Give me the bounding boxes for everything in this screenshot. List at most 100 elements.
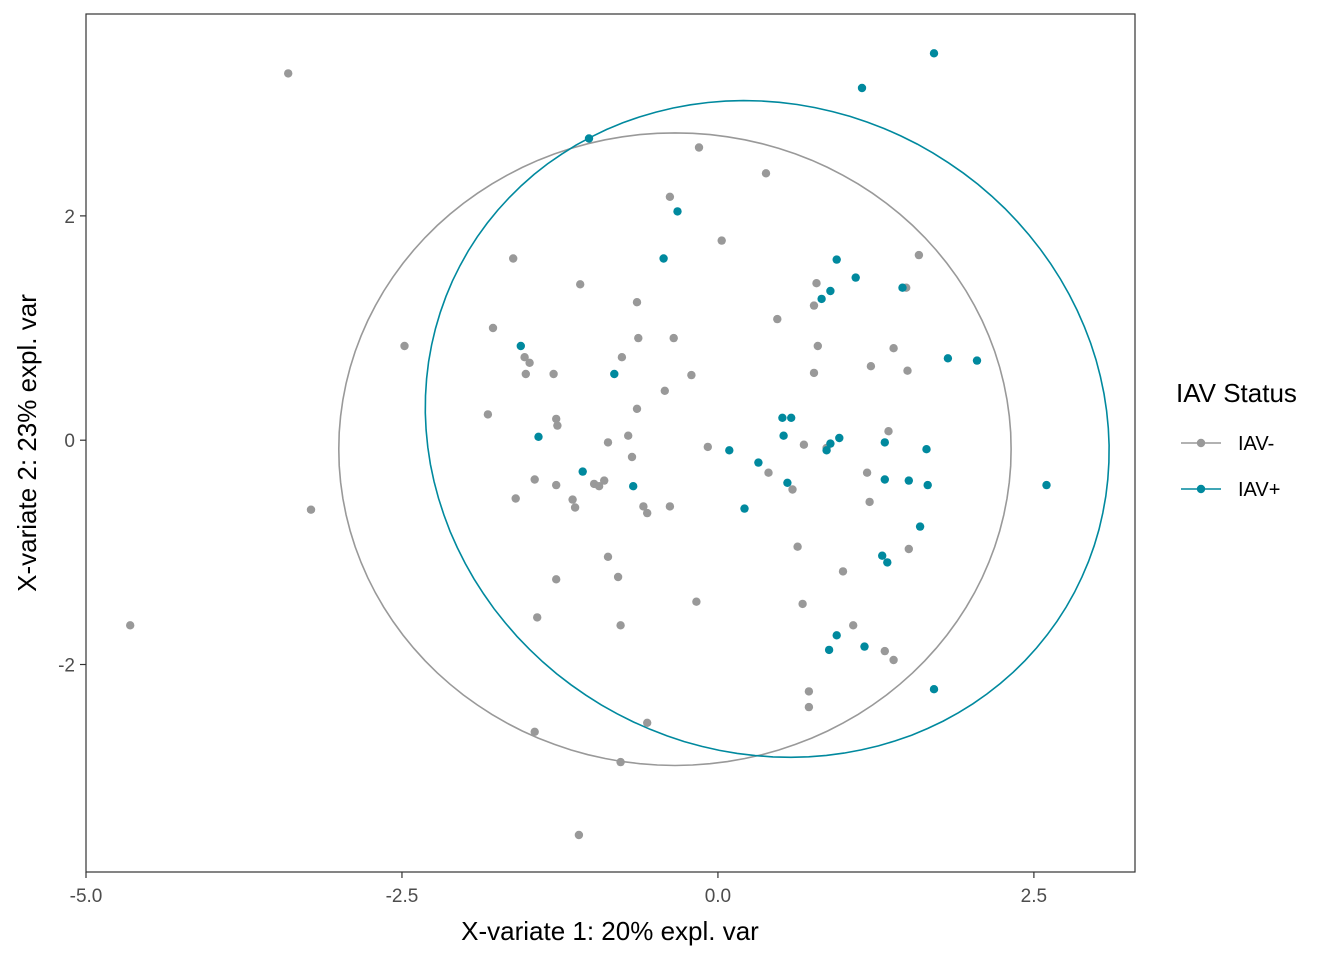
- data-point-iav-neg: [488, 323, 498, 333]
- data-point-iav-neg: [634, 333, 643, 343]
- y-axis: -2 0 2: [58, 207, 86, 677]
- data-point-iav-neg: [594, 482, 604, 491]
- data-point-iav-neg: [773, 314, 782, 324]
- data-point-iav-neg: [660, 386, 669, 395]
- data-point-iav-pos: [929, 49, 939, 58]
- data-point-iav-neg: [530, 727, 539, 736]
- data-point-iav-pos: [822, 446, 831, 455]
- data-point-iav-neg: [788, 485, 797, 494]
- data-point-iav-neg: [632, 298, 642, 307]
- data-point-iav-neg: [694, 143, 704, 152]
- data-point-iav-neg: [530, 475, 539, 484]
- x-tick-label: -5.0: [70, 886, 103, 907]
- data-point-iav-neg: [483, 410, 493, 419]
- data-point-iav-neg: [520, 353, 529, 362]
- confidence-ellipses: [337, 99, 1110, 767]
- data-point-iav-neg: [717, 236, 726, 245]
- data-point-iav-neg: [809, 301, 819, 310]
- data-point-iav-neg: [574, 830, 584, 840]
- data-point-iav-neg: [616, 757, 625, 767]
- data-point-iav-pos: [880, 475, 889, 484]
- data-point-iav-neg: [880, 646, 889, 656]
- data-point-iav-neg: [643, 508, 652, 518]
- legend-title: IAV Status: [1176, 378, 1297, 408]
- data-point-iav-neg: [613, 572, 623, 582]
- data-point-iav-pos: [578, 467, 587, 476]
- data-point-iav-neg: [126, 621, 135, 630]
- data-point-iav-neg: [812, 279, 821, 288]
- legend-key-point: [1196, 484, 1206, 494]
- data-point-iav-neg: [525, 358, 534, 367]
- data-point-iav-neg: [627, 452, 637, 462]
- data-point-iav-neg: [552, 414, 561, 424]
- data-point-iav-neg: [603, 552, 613, 561]
- data-point-iav-neg: [632, 404, 642, 413]
- data-point-iav-neg: [643, 718, 652, 727]
- data-point-iav-neg: [914, 250, 924, 260]
- legend: IAV Status IAV- IAV+: [1176, 378, 1297, 501]
- data-point-iav-pos: [725, 446, 734, 455]
- data-point-iav-neg: [603, 438, 613, 447]
- data-point-iav-pos: [904, 476, 913, 485]
- confidence-ellipse-iav-neg: [337, 132, 1012, 767]
- data-point-iav-pos: [878, 551, 887, 560]
- data-point-iav-pos: [740, 504, 749, 513]
- data-point-iav-pos: [880, 438, 889, 447]
- data-point-iav-neg: [616, 621, 625, 630]
- data-point-iav-neg: [692, 597, 701, 606]
- data-point-iav-neg: [669, 333, 678, 343]
- plot-panel-border: [85, 13, 1136, 873]
- data-point-iav-neg: [809, 368, 819, 378]
- data-point-iav-pos: [1042, 480, 1051, 490]
- data-point-iav-neg: [552, 480, 561, 490]
- data-point-iav-neg: [570, 503, 580, 512]
- data-point-iav-neg: [568, 495, 577, 504]
- data-point-iav-neg: [665, 502, 675, 511]
- data-point-iav-pos: [922, 445, 931, 454]
- data-point-iav-neg: [600, 476, 609, 485]
- data-point-iav-pos: [857, 83, 867, 93]
- data-point-iav-neg: [306, 505, 316, 514]
- x-axis: -5.0 -2.5 0.0 2.5: [70, 872, 1047, 907]
- data-point-iav-pos: [516, 341, 525, 351]
- data-point-iav-neg: [798, 599, 807, 609]
- data-point-iav-pos: [534, 432, 543, 441]
- data-point-iav-neg: [703, 442, 712, 452]
- data-point-iav-pos: [826, 439, 835, 448]
- data-point-iav-neg: [665, 192, 675, 201]
- data-point-iav-pos: [929, 685, 939, 694]
- data-point-iav-neg: [804, 702, 814, 712]
- data-point-iav-neg: [400, 341, 409, 351]
- data-point-iav-pos: [659, 254, 668, 263]
- data-point-iav-neg: [509, 254, 518, 263]
- data-point-iav-neg: [799, 440, 809, 449]
- data-points: [126, 49, 1051, 840]
- data-point-iav-neg: [511, 494, 520, 503]
- y-tick-label: 0: [64, 431, 75, 452]
- x-axis-label: X-variate 1: 20% expl. var: [461, 916, 759, 946]
- x-tick-label: -2.5: [386, 886, 419, 907]
- data-point-iav-pos: [779, 431, 788, 440]
- data-point-iav-pos: [883, 558, 892, 567]
- data-point-iav-pos: [915, 522, 925, 531]
- data-point-iav-neg: [862, 468, 872, 477]
- data-point-iav-neg: [884, 427, 893, 436]
- data-point-iav-pos: [832, 631, 841, 640]
- data-point-iav-neg: [533, 613, 542, 622]
- data-point-iav-neg: [838, 567, 848, 576]
- y-tick-label: -2: [58, 656, 75, 677]
- data-point-iav-neg: [284, 69, 293, 78]
- data-point-iav-neg: [639, 502, 648, 511]
- data-point-iav-neg: [549, 369, 558, 379]
- x-tick-label: 2.5: [1021, 886, 1047, 907]
- legend-label: IAV-: [1238, 433, 1274, 455]
- data-point-iav-neg: [866, 362, 876, 371]
- data-point-iav-pos: [943, 354, 953, 363]
- y-tick-label: 2: [64, 207, 75, 228]
- data-point-iav-pos: [832, 255, 841, 264]
- data-point-iav-neg: [904, 544, 913, 554]
- data-point-iav-neg: [552, 575, 561, 584]
- data-point-iav-neg: [761, 169, 771, 178]
- data-point-iav-neg: [889, 655, 898, 665]
